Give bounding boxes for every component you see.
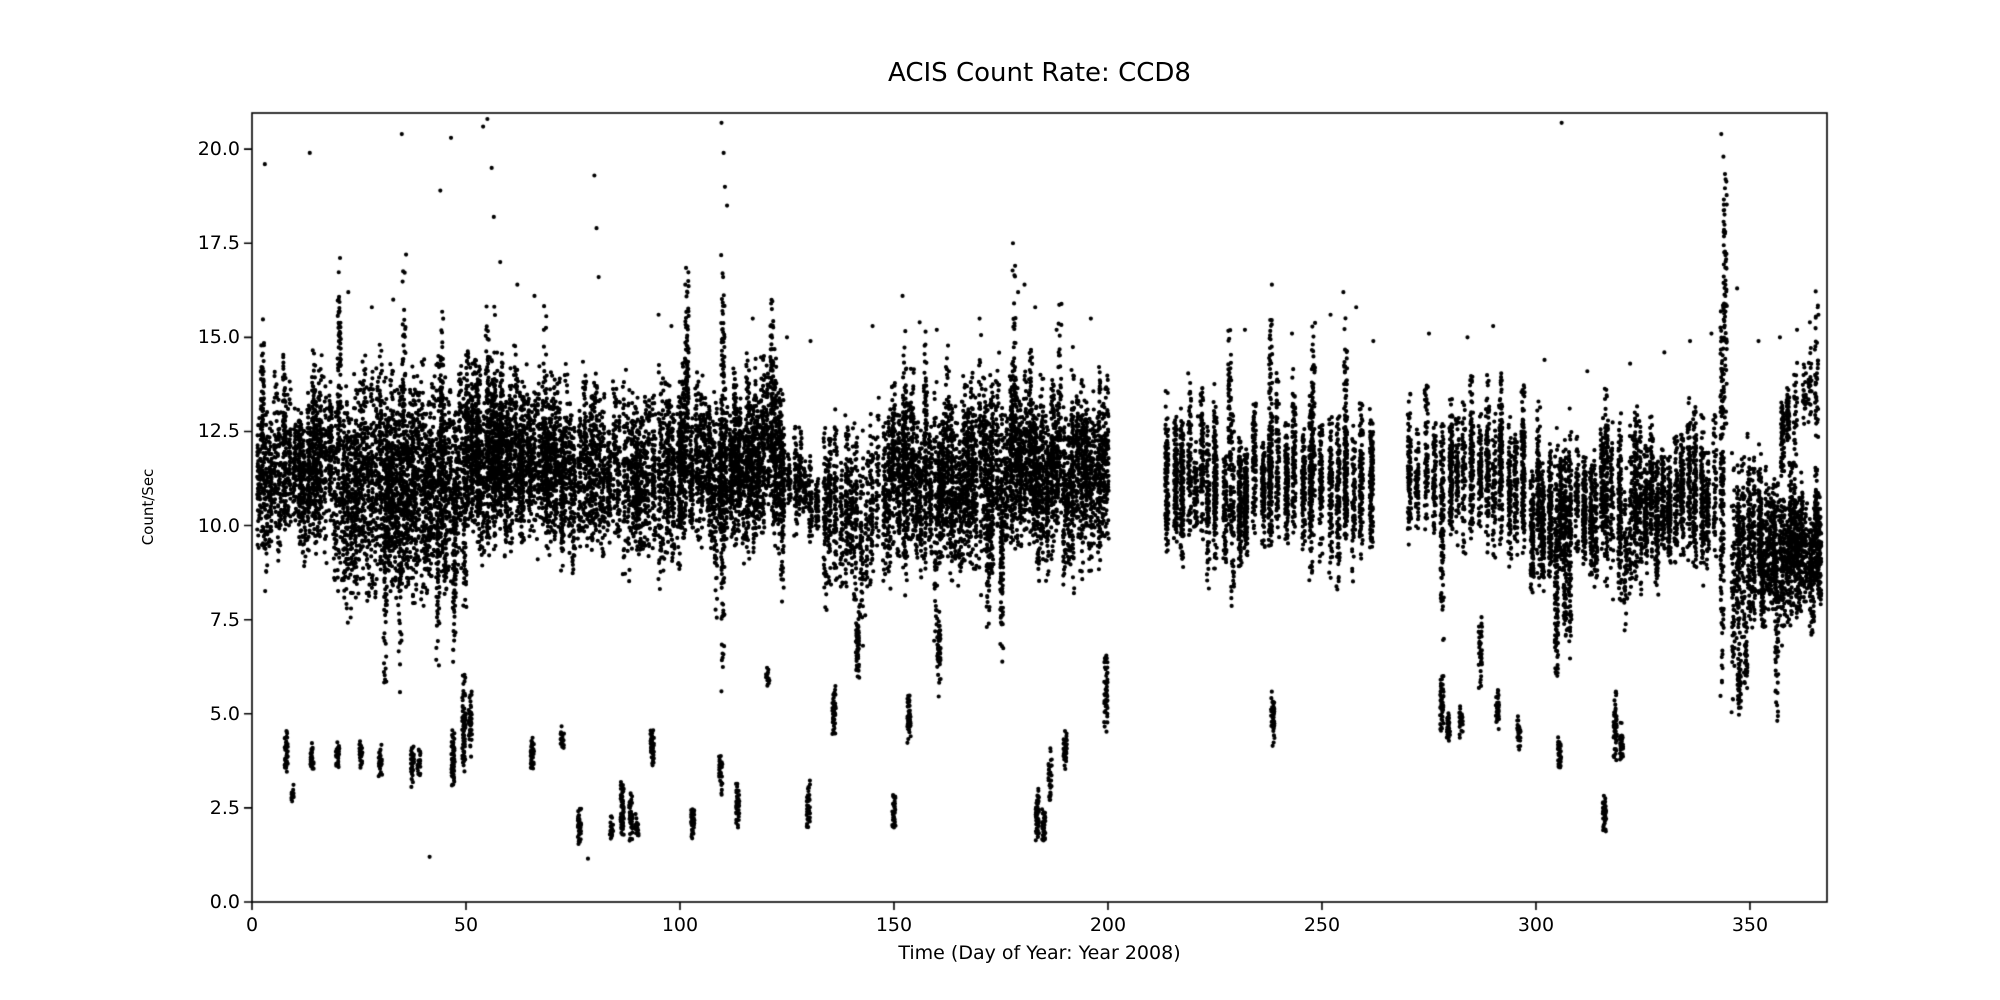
x-tick-label: 350	[1731, 914, 1769, 936]
y-tick-label: 0.0	[209, 891, 240, 913]
y-tick-label: 7.5	[209, 608, 240, 631]
y-tick-label: 5.0	[209, 702, 240, 725]
y-tick-label: 15.0	[197, 326, 240, 349]
x-tick-label: 250	[1303, 914, 1341, 936]
x-axis-label: Time (Day of Year: Year 2008)	[898, 942, 1181, 964]
y-tick-label: 10.0	[197, 514, 240, 537]
x-tick-label: 300	[1517, 914, 1555, 936]
x-tick-label: 150	[875, 914, 913, 936]
y-tick-label: 17.5	[197, 232, 240, 255]
x-tick-label: 0	[245, 914, 259, 936]
x-tick-label: 100	[661, 914, 699, 936]
chart-title: ACIS Count Rate: CCD8	[888, 58, 1191, 88]
x-tick-label: 200	[1089, 914, 1127, 936]
x-tick-label: 50	[453, 914, 479, 936]
y-tick-label: 12.5	[197, 420, 240, 443]
y-tick-label: 20.0	[197, 138, 240, 161]
y-tick-label: 2.5	[209, 796, 240, 819]
